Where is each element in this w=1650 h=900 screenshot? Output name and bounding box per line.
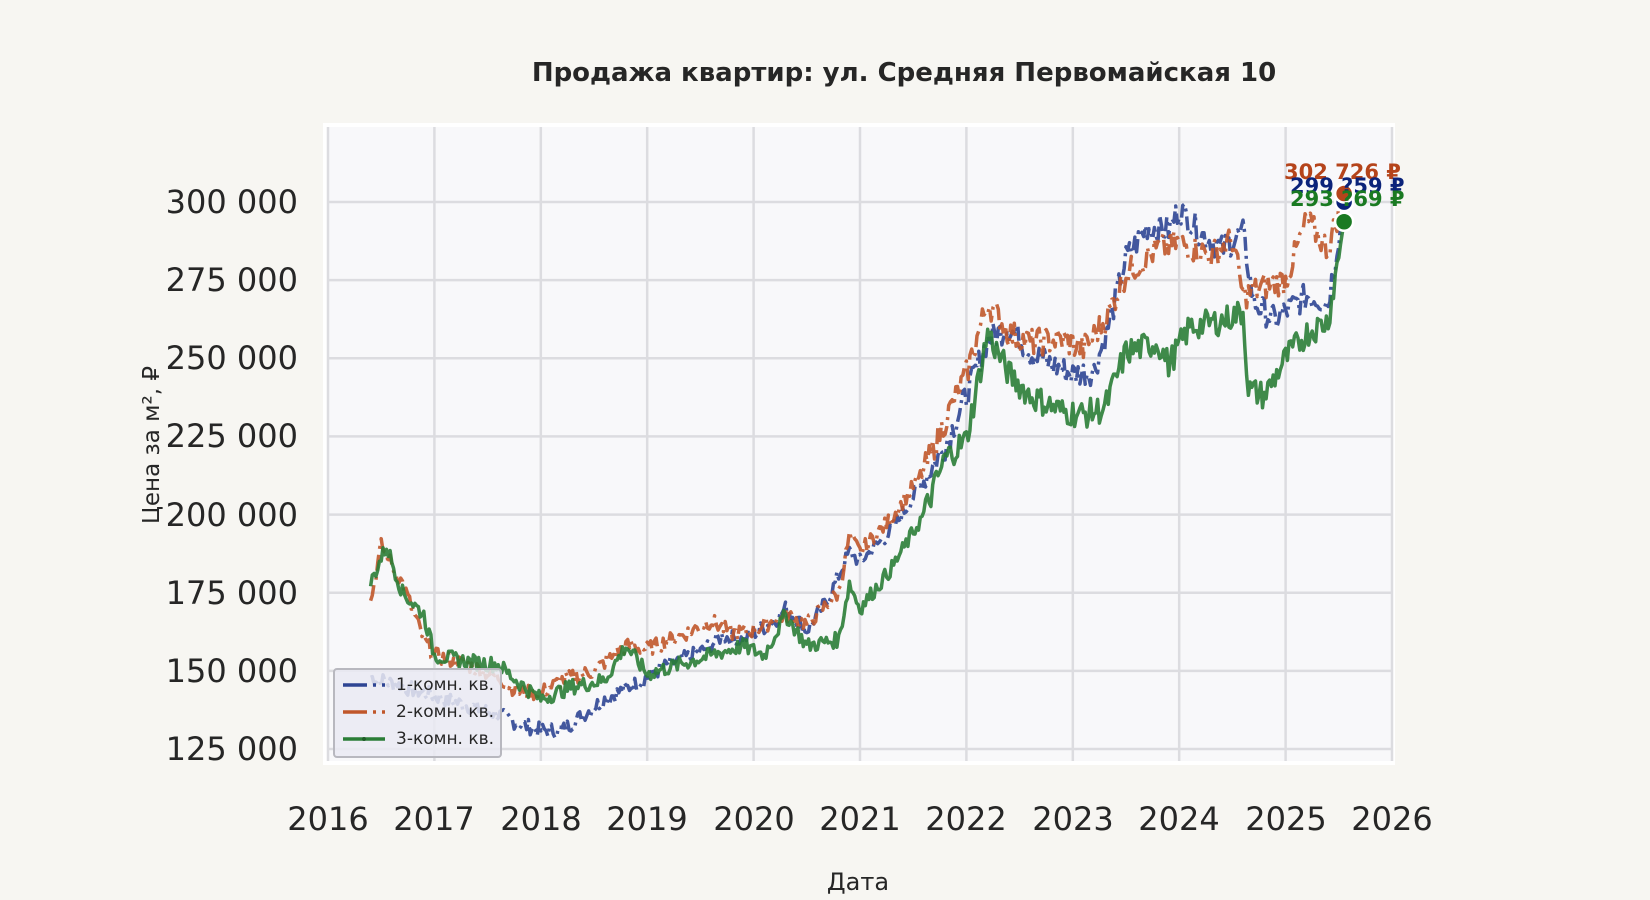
end-point-marker bbox=[1333, 211, 1355, 233]
series-line-3room bbox=[368, 221, 1346, 705]
legend-label: 1-комн. кв. bbox=[396, 675, 495, 695]
legend-item-1room: 1-комн. кв. bbox=[341, 672, 494, 698]
line-swatch-icon bbox=[343, 683, 385, 687]
x-tick: 2017 bbox=[393, 800, 475, 838]
x-axis-label: Дата bbox=[826, 868, 890, 896]
y-tick: 250 000 bbox=[165, 339, 298, 377]
x-tick: 2026 bbox=[1351, 800, 1433, 838]
end-label-2room: 302 726 ₽ bbox=[1284, 160, 1401, 184]
x-tick: 2020 bbox=[713, 800, 795, 838]
y-tick: 175 000 bbox=[165, 574, 298, 612]
x-tick: 2018 bbox=[500, 800, 582, 838]
x-tick: 2021 bbox=[819, 800, 901, 838]
x-tick: 2022 bbox=[925, 800, 1007, 838]
legend-item-3room: 3-комн. кв. bbox=[341, 726, 494, 752]
legend-item-2room: 2-комн. кв. bbox=[341, 699, 494, 725]
series-line-2room bbox=[368, 193, 1346, 702]
line-swatch-icon bbox=[343, 710, 385, 714]
y-tick: 275 000 bbox=[165, 261, 298, 299]
chart-legend: 1-комн. кв. 2-комн. кв. 3-комн. кв. bbox=[333, 668, 502, 758]
y-tick: 225 000 bbox=[165, 417, 298, 455]
x-tick: 2023 bbox=[1032, 800, 1114, 838]
legend-label: 3-комн. кв. bbox=[396, 729, 495, 749]
series-line-1room bbox=[370, 201, 1346, 740]
x-tick: 2016 bbox=[287, 800, 369, 838]
x-tick: 2019 bbox=[606, 800, 688, 838]
x-tick: 2024 bbox=[1138, 800, 1220, 838]
line-swatch-icon bbox=[343, 737, 385, 741]
y-tick: 150 000 bbox=[165, 652, 298, 690]
x-tick: 2025 bbox=[1245, 800, 1327, 838]
y-tick: 200 000 bbox=[165, 496, 298, 534]
end-label-3room: 293 ?69 ₽ bbox=[1290, 187, 1405, 211]
y-axis-label: Цена за м², ₽ bbox=[139, 366, 165, 524]
y-tick: 300 000 bbox=[165, 183, 298, 221]
legend-label: 2-комн. кв. bbox=[396, 702, 495, 722]
y-tick: 125 000 bbox=[165, 730, 298, 768]
end-label-1room: 299 ?59 ₽ bbox=[1290, 174, 1405, 198]
chart-title: Продажа квартир: ул. Средняя Первомайска… bbox=[531, 58, 1277, 88]
end-point-marker bbox=[1333, 183, 1355, 204]
